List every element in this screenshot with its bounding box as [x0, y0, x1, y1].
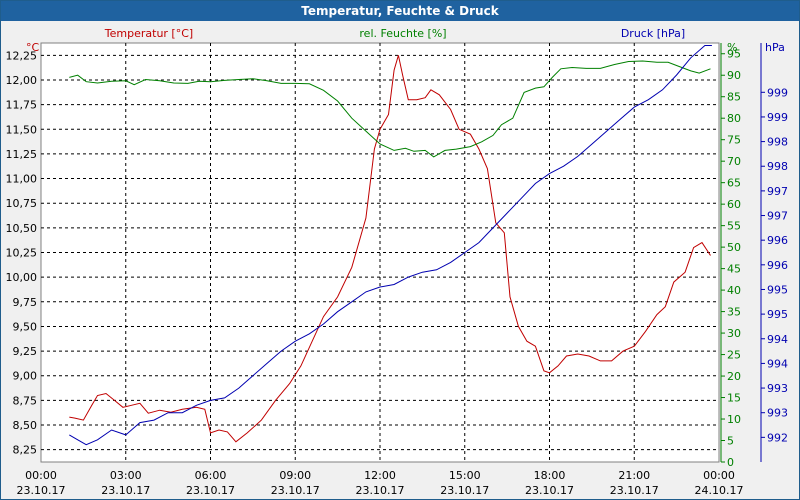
humidity-tick-label: 80 — [727, 112, 741, 125]
pressure-tick-label: 996 — [767, 234, 788, 247]
pressure-tick-label: 993 — [767, 407, 788, 420]
x-tick-date-label: 23.10.17 — [101, 484, 150, 497]
pressure-tick-label: 998 — [767, 136, 788, 149]
x-tick-time-label: 15:00 — [449, 469, 481, 482]
pressure-tick-label: 994 — [767, 357, 788, 370]
temperature-tick-label: 8,50 — [13, 419, 38, 432]
humidity-tick-label: 0 — [727, 456, 734, 469]
humidity-tick-label: 95 — [727, 48, 741, 61]
humidity-tick-label: 65 — [727, 177, 741, 190]
humidity-tick-label: 50 — [727, 241, 741, 254]
humidity-tick-label: 85 — [727, 91, 741, 104]
temperature-tick-label: 9,50 — [13, 320, 38, 333]
temperature-tick-label: 10,75 — [6, 197, 38, 210]
pressure-tick-label: 999 — [767, 111, 788, 124]
pressure-tick-label: 996 — [767, 259, 788, 272]
x-tick-time-label: 06:00 — [195, 469, 227, 482]
x-tick-time-label: 12:00 — [364, 469, 396, 482]
humidity-tick-label: 55 — [727, 220, 741, 233]
humidity-tick-label: 40 — [727, 284, 741, 297]
humidity-tick-label: 10 — [727, 413, 741, 426]
pressure-tick-label: 993 — [767, 382, 788, 395]
pressure-tick-label: 992 — [767, 431, 788, 444]
x-tick-date-label: 23.10.17 — [17, 484, 66, 497]
pressure-tick-label: 997 — [767, 185, 788, 198]
temperature-tick-label: 8,25 — [13, 444, 38, 457]
pressure-tick-label: 997 — [767, 210, 788, 223]
x-tick-date-label: 23.10.17 — [271, 484, 320, 497]
temperature-tick-label: 10,25 — [6, 247, 38, 260]
humidity-axis-title: rel. Feuchte [%] — [359, 27, 446, 40]
humidity-tick-label: 20 — [727, 370, 741, 383]
humidity-series-line — [69, 60, 711, 158]
humidity-tick-label: 60 — [727, 198, 741, 211]
window-title: Temperatur, Feuchte & Druck — [1, 1, 799, 21]
x-tick-time-label: 03:00 — [110, 469, 142, 482]
temperature-tick-label: 11,50 — [6, 123, 38, 136]
temperature-tick-label: 9,25 — [13, 345, 38, 358]
temperature-tick-label: 12,00 — [6, 74, 38, 87]
x-tick-time-label: 09:00 — [279, 469, 311, 482]
x-tick-date-label: 23.10.17 — [525, 484, 574, 497]
pressure-series-line — [69, 45, 712, 446]
humidity-tick-label: 90 — [727, 69, 741, 82]
x-tick-time-label: 21:00 — [618, 469, 650, 482]
pressure-axis-title: Druck [hPa] — [621, 27, 685, 40]
x-tick-time-label: 00:00 — [25, 469, 57, 482]
x-tick-time-label: 18:00 — [534, 469, 566, 482]
temperature-tick-label: 10,00 — [6, 271, 38, 284]
temperature-tick-label: 10,50 — [6, 222, 38, 235]
temperature-tick-label: 12,25 — [6, 49, 38, 62]
temperature-tick-label: 8,75 — [13, 394, 38, 407]
humidity-tick-label: 75 — [727, 134, 741, 147]
x-tick-date-label: 23.10.17 — [356, 484, 405, 497]
humidity-tick-label: 45 — [727, 263, 741, 276]
x-tick-date-label: 23.10.17 — [186, 484, 235, 497]
temperature-tick-label: 11,00 — [6, 173, 38, 186]
humidity-tick-label: 35 — [727, 306, 741, 319]
temperature-series-line — [69, 55, 711, 443]
temperature-tick-label: 11,25 — [6, 148, 38, 161]
pressure-tick-label: 995 — [767, 308, 788, 321]
temperature-unit-label: °C — [26, 41, 40, 54]
humidity-tick-label: 5 — [727, 435, 734, 448]
temperature-tick-label: 9,00 — [13, 370, 38, 383]
pressure-tick-label: 998 — [767, 160, 788, 173]
humidity-tick-label: 15 — [727, 392, 741, 405]
pressure-tick-label: 995 — [767, 283, 788, 296]
x-tick-time-label: 00:00 — [703, 469, 735, 482]
x-tick-date-label: 23.10.17 — [440, 484, 489, 497]
humidity-tick-label: 25 — [727, 349, 741, 362]
pressure-tick-label: 999 — [767, 86, 788, 99]
x-tick-date-label: 23.10.17 — [610, 484, 659, 497]
temperature-tick-label: 11,75 — [6, 99, 38, 112]
humidity-tick-label: 30 — [727, 327, 741, 340]
humidity-tick-label: 70 — [727, 155, 741, 168]
pressure-tick-label: 994 — [767, 333, 788, 346]
pressure-unit-label: hPa — [765, 41, 785, 54]
x-tick-date-label: 24.10.17 — [695, 484, 744, 497]
temperature-axis-title: Temperatur [°C] — [104, 27, 193, 40]
temperature-tick-label: 9,75 — [13, 296, 38, 309]
humidity-unit-label: % — [727, 41, 737, 54]
